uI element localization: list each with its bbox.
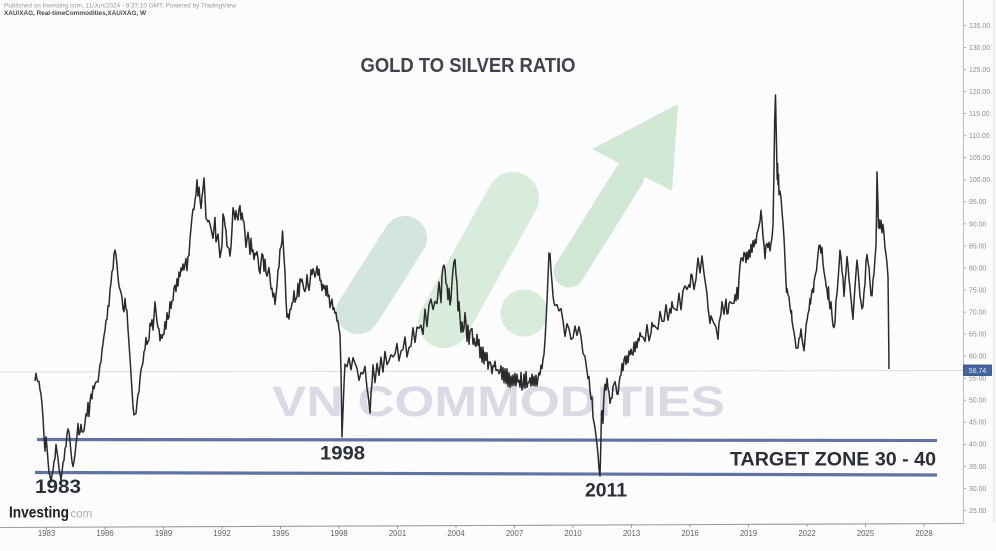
svg-text:2028: 2028 bbox=[915, 529, 932, 538]
svg-text:1983: 1983 bbox=[38, 529, 55, 538]
svg-text:45.00: 45.00 bbox=[969, 420, 986, 427]
svg-text:GOLD TO SILVER RATIO: GOLD TO SILVER RATIO bbox=[361, 54, 576, 77]
svg-text:60.00: 60.00 bbox=[969, 354, 986, 361]
svg-text:2010: 2010 bbox=[564, 529, 582, 538]
svg-text:2013: 2013 bbox=[623, 529, 640, 538]
svg-text:110.00: 110.00 bbox=[969, 133, 990, 140]
svg-text:125.00: 125.00 bbox=[969, 67, 990, 74]
svg-text:25.00: 25.00 bbox=[969, 508, 986, 515]
svg-text:TARGET ZONE 30 - 40: TARGET ZONE 30 - 40 bbox=[730, 450, 936, 471]
svg-text:2007: 2007 bbox=[506, 529, 523, 538]
svg-text:80.00: 80.00 bbox=[969, 265, 986, 272]
svg-text:56.74: 56.74 bbox=[969, 368, 987, 375]
svg-text:130.00: 130.00 bbox=[969, 45, 990, 52]
svg-text:1992: 1992 bbox=[213, 529, 230, 538]
svg-text:1989: 1989 bbox=[155, 529, 172, 538]
svg-text:2019: 2019 bbox=[740, 529, 757, 538]
svg-text:105.00: 105.00 bbox=[969, 155, 990, 162]
svg-text:2022: 2022 bbox=[798, 529, 815, 538]
svg-text:1995: 1995 bbox=[272, 529, 290, 538]
svg-text:40.00: 40.00 bbox=[969, 442, 986, 449]
svg-text:1998: 1998 bbox=[320, 443, 365, 465]
svg-text:55.00: 55.00 bbox=[969, 376, 986, 383]
svg-text:2011: 2011 bbox=[585, 480, 627, 502]
svg-text:2001: 2001 bbox=[389, 529, 406, 538]
svg-text:70.00: 70.00 bbox=[969, 309, 986, 316]
svg-text:100.00: 100.00 bbox=[969, 177, 990, 184]
svg-text:2016: 2016 bbox=[681, 529, 698, 538]
svg-text:com: com bbox=[71, 509, 93, 521]
svg-text:75.00: 75.00 bbox=[969, 287, 986, 294]
svg-text:2025: 2025 bbox=[857, 529, 875, 538]
svg-text:135.00: 135.00 bbox=[969, 23, 990, 30]
svg-text:65.00: 65.00 bbox=[969, 332, 986, 339]
svg-text:35.00: 35.00 bbox=[969, 464, 986, 471]
svg-text:115.00: 115.00 bbox=[969, 111, 990, 118]
svg-text:Investing: Investing bbox=[9, 505, 69, 522]
svg-text:2004: 2004 bbox=[447, 529, 465, 538]
svg-text:1998: 1998 bbox=[330, 529, 347, 538]
svg-text:50.00: 50.00 bbox=[969, 398, 986, 405]
svg-text:85.00: 85.00 bbox=[969, 243, 986, 250]
svg-text:VN COMMODITIES: VN COMMODITIES bbox=[272, 378, 725, 426]
svg-text:95.00: 95.00 bbox=[969, 199, 986, 206]
svg-text:Published on Investing.com, 11: Published on Investing.com, 11/Jun/2024 … bbox=[4, 3, 236, 10]
svg-text:1983: 1983 bbox=[35, 476, 81, 498]
svg-text:XAU/XAG, Real-timeCommodities,: XAU/XAG, Real-timeCommodities,XAU/XAG, W bbox=[4, 10, 146, 17]
svg-text:1986: 1986 bbox=[96, 529, 113, 538]
svg-text:120.00: 120.00 bbox=[969, 89, 990, 96]
svg-text:90.00: 90.00 bbox=[969, 221, 986, 228]
svg-text:30.00: 30.00 bbox=[969, 486, 986, 493]
